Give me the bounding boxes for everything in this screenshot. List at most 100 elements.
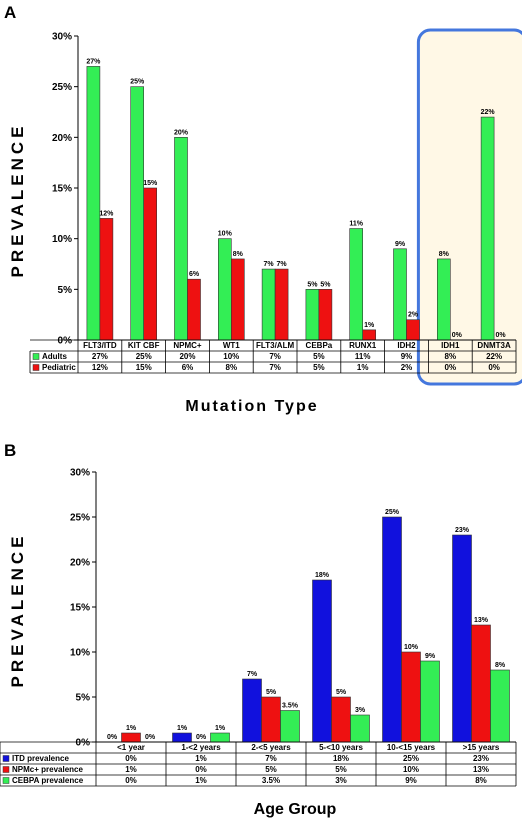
bar xyxy=(452,534,472,743)
data-label: 0% xyxy=(145,734,156,741)
category-label: FLT3/ITD xyxy=(83,341,117,350)
panel-b-bars: 0% 1% 0% 1% 0% 1% 7% 5% 3.5% 18% 5% 3% 25% 10% 9% 23% 13… xyxy=(107,509,510,743)
bar xyxy=(382,516,402,743)
category-label: WT1 xyxy=(223,341,240,350)
bar xyxy=(349,228,364,341)
table-value: 11% xyxy=(355,352,371,361)
data-label: 3% xyxy=(355,707,366,714)
legend-swatch xyxy=(2,777,10,784)
table-value: 7% xyxy=(269,352,281,361)
category-label: <1 year xyxy=(117,743,145,752)
legend-label: Adults xyxy=(42,352,67,361)
table-value: 5% xyxy=(313,352,325,361)
data-label: 0% xyxy=(496,332,507,339)
table-value: 22% xyxy=(486,352,502,361)
panel-a-bars: 27% 12% 25% 15% 20% 6% 10% 8% 7% 7% 5% 5% 11% 1% 9% 2% 8… xyxy=(86,58,507,341)
data-label: 5% xyxy=(307,281,318,288)
table-value: 3% xyxy=(335,776,347,785)
bar xyxy=(362,329,377,341)
data-label: 8% xyxy=(439,251,450,258)
table-value: 25% xyxy=(136,352,152,361)
data-label: 1% xyxy=(364,322,375,329)
category-label: FLT3/ALM xyxy=(256,341,294,350)
bar xyxy=(406,319,420,341)
table-value: 8% xyxy=(226,363,238,372)
y-tick-label: 20% xyxy=(70,558,90,569)
table-value: 7% xyxy=(265,754,277,763)
bar xyxy=(312,579,332,743)
panel-b: B 0% 5% 10% 15% 20% 25% 30% 0% 1% 0% 1% 0% 1% 7% 5% 3.… xyxy=(0,441,517,818)
y-tick-label: 10% xyxy=(52,234,72,245)
data-label: 27% xyxy=(86,58,101,65)
category-label: 5-<10 years xyxy=(319,743,363,752)
table-value: 1% xyxy=(125,765,137,774)
y-tick-label: 25% xyxy=(52,82,72,93)
table-value: 12% xyxy=(92,363,108,372)
data-label: 7% xyxy=(247,671,258,678)
table-value: 6% xyxy=(182,363,194,372)
data-label: 8% xyxy=(233,251,244,258)
table-value: 8% xyxy=(445,352,457,361)
table-value: 1% xyxy=(195,754,207,763)
category-label: NPMC+ xyxy=(173,341,202,350)
bar xyxy=(280,710,300,743)
legend-swatch xyxy=(32,353,40,360)
bar xyxy=(174,137,188,341)
data-label: 12% xyxy=(99,210,114,217)
data-label: 1% xyxy=(126,725,137,732)
table-value: 0% xyxy=(125,754,137,763)
category-label: IDH2 xyxy=(397,341,416,350)
bar xyxy=(231,258,245,341)
panel-b-x-axis-label: Age Group xyxy=(254,801,337,818)
panel-a-y-axis-label: PREVALENCE xyxy=(8,123,27,278)
panel-a-letter: A xyxy=(4,3,16,22)
bar xyxy=(420,660,440,743)
y-tick-label: 15% xyxy=(70,603,90,614)
bar xyxy=(480,116,495,341)
data-label: 15% xyxy=(143,180,158,187)
table-value: 7% xyxy=(269,363,281,372)
legend-swatch xyxy=(2,755,10,762)
bar xyxy=(261,268,276,341)
data-label: 22% xyxy=(481,109,496,116)
table-value: 10% xyxy=(403,765,419,774)
category-label: IDH1 xyxy=(441,341,460,350)
category-label: DNMT3A xyxy=(477,341,511,350)
bar xyxy=(350,714,370,743)
category-label: RUNX1 xyxy=(349,341,377,350)
panel-a-data-table: FLT3/ITD KIT CBF NPMC+ WT1 FLT3/ALM CEBPa RUNX… xyxy=(29,339,517,374)
data-label: 9% xyxy=(425,653,436,660)
data-label: 25% xyxy=(385,509,400,516)
table-value: 27% xyxy=(92,352,108,361)
data-label: 7% xyxy=(264,261,275,268)
bar xyxy=(187,278,201,341)
data-label: 10% xyxy=(218,231,233,238)
legend-swatch xyxy=(32,364,40,371)
table-value: 9% xyxy=(401,352,413,361)
y-tick-label: 0% xyxy=(76,738,91,749)
panel-a-x-axis-label: Mutation Type xyxy=(185,398,318,415)
table-value: 9% xyxy=(405,776,417,785)
y-tick-label: 30% xyxy=(52,32,72,43)
data-label: 7% xyxy=(277,261,288,268)
data-label: 8% xyxy=(495,662,506,669)
data-label: 3.5% xyxy=(282,703,299,710)
y-tick-label: 0% xyxy=(58,336,73,347)
table-value: 23% xyxy=(473,754,489,763)
panel-b-y-axis-label: PREVALENCE xyxy=(8,533,27,688)
category-label: 2-<5 years xyxy=(251,743,291,752)
legend-label: Pediatric xyxy=(42,363,76,372)
bar xyxy=(130,86,144,341)
data-label: 10% xyxy=(404,644,419,651)
data-label: 5% xyxy=(320,281,331,288)
panel-a: A 0% 5% 10% 15% 20% 25% 30% 27% 12% 25% 15% 20% 6% 1… xyxy=(4,3,522,415)
y-tick-label: 5% xyxy=(76,693,91,704)
table-value: 3.5% xyxy=(262,776,280,785)
legend-swatch xyxy=(2,766,10,773)
category-label: CEBPa xyxy=(306,341,333,350)
table-value: 5% xyxy=(335,765,347,774)
table-value: 2% xyxy=(401,363,413,372)
bar xyxy=(121,732,141,743)
table-value: 15% xyxy=(136,363,152,372)
